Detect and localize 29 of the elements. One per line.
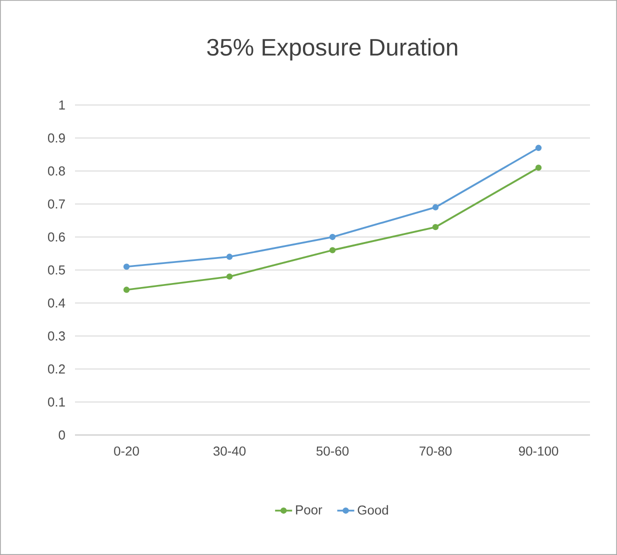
legend-label: Good	[358, 505, 388, 515]
y-tick-label: 0.9	[48, 133, 65, 143]
y-tick-label: 0.8	[48, 166, 65, 176]
y-tick-label: 0.4	[48, 298, 66, 308]
y-tick-label: 0	[58, 430, 65, 440]
point	[329, 247, 336, 254]
point	[432, 224, 439, 230]
y-tick-label: 0.6	[48, 232, 65, 242]
point	[226, 254, 233, 260]
y-tick-label: 0.5	[48, 265, 65, 275]
point	[123, 286, 130, 293]
y-tick-label: 1	[59, 100, 65, 110]
point	[123, 264, 130, 270]
point	[329, 234, 336, 240]
y-tick-label: 0.2	[48, 364, 65, 374]
chart-title: 35% Exposure Duration	[207, 38, 458, 60]
point	[535, 144, 542, 151]
legend-label: Poor	[296, 505, 322, 514]
x-tick-label: 30-40	[213, 446, 246, 456]
point	[226, 273, 233, 280]
y-tick-label: 0.1	[48, 397, 65, 407]
x-tick-label: 70-80	[420, 446, 452, 456]
point	[535, 164, 542, 171]
y-tick-label: 0.3	[48, 331, 65, 341]
point	[432, 204, 439, 210]
y-tick-label: 0.7	[48, 199, 65, 209]
x-tick-label: 50-60	[316, 446, 349, 456]
x-tick-label: 0-20	[114, 446, 139, 456]
x-tick-label: 90-100	[518, 446, 558, 456]
